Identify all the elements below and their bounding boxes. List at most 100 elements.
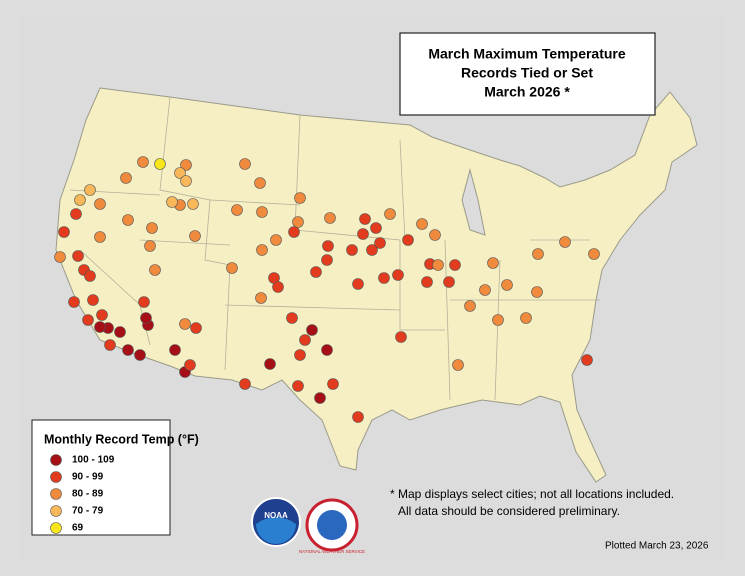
footnote: All data should be considered preliminar… (398, 504, 620, 518)
city-dot (421, 276, 433, 288)
title-line: March 2026 * (484, 84, 570, 100)
legend-label: 100 - 109 (72, 455, 115, 466)
city-dot (239, 378, 251, 390)
city-dot (68, 296, 80, 308)
city-dot (286, 312, 298, 324)
city-dot (559, 236, 571, 248)
city-dot (104, 339, 116, 351)
city-dot (321, 254, 333, 266)
city-dot (134, 349, 146, 361)
city-dot (180, 175, 192, 187)
legend-swatch (50, 454, 62, 466)
noaa-wave (256, 517, 296, 544)
city-dot (137, 156, 149, 168)
city-dot (359, 213, 371, 225)
city-dot (226, 262, 238, 274)
city-dot (96, 309, 108, 321)
city-dot (487, 257, 499, 269)
city-dot (384, 208, 396, 220)
city-dot (189, 230, 201, 242)
city-dot (352, 411, 364, 423)
city-dot (94, 198, 106, 210)
city-dot (327, 378, 339, 390)
city-dot (84, 184, 96, 196)
city-dot (256, 244, 268, 256)
city-dot (294, 349, 306, 361)
state-borders (69, 96, 600, 401)
city-dot (392, 269, 404, 281)
city-dot (179, 318, 191, 330)
city-dot (449, 259, 461, 271)
city-dot (87, 294, 99, 306)
city-dot (288, 226, 300, 238)
city-dot (464, 300, 476, 312)
city-dot (520, 312, 532, 324)
legend-label: 70 - 79 (72, 506, 104, 517)
city-dot (532, 248, 544, 260)
city-dot (122, 344, 134, 356)
legend-items: 100 - 109 90 - 99 80 - 89 70 - 79 69 (50, 454, 115, 534)
city-dot (452, 359, 464, 371)
lake-michigan (461, 168, 486, 236)
us-land (55, 87, 698, 483)
city-dot (292, 380, 304, 392)
city-dot (321, 344, 333, 356)
city-dot (84, 270, 96, 282)
city-dot (581, 354, 593, 366)
city-dot (264, 358, 276, 370)
legend-label: 69 (72, 523, 84, 534)
noaa-label: NOAA (264, 511, 288, 520)
city-dot (272, 281, 284, 293)
title-line: March Maximum Temperature (428, 46, 626, 62)
city-dot (501, 279, 513, 291)
city-dot (120, 172, 132, 184)
city-dot (72, 250, 84, 262)
city-dot (531, 286, 543, 298)
city-dot (357, 228, 369, 240)
legend-swatch (50, 505, 62, 517)
city-dot (94, 231, 106, 243)
city-dot (239, 158, 251, 170)
title-box (399, 32, 656, 116)
city-dot (370, 222, 382, 234)
city-dot (184, 359, 196, 371)
city-dot (310, 266, 322, 278)
city-dot (443, 276, 455, 288)
city-dot (146, 222, 158, 234)
legend-swatch (50, 471, 62, 483)
title-line: Records Tied or Set (461, 65, 593, 81)
city-dot (254, 177, 266, 189)
city-dot (74, 194, 86, 206)
city-dot (479, 284, 491, 296)
city-dot (122, 214, 134, 226)
city-dot (416, 218, 428, 230)
city-dot (395, 331, 407, 343)
city-dot (255, 292, 267, 304)
city-dot (306, 324, 318, 336)
city-dot (138, 296, 150, 308)
city-dot (54, 251, 66, 263)
city-dot (402, 234, 414, 246)
legend-label: 80 - 89 (72, 489, 104, 500)
legend-swatch (50, 522, 62, 534)
city-records (54, 156, 600, 423)
footnote: * Map displays select cities; not all lo… (390, 487, 674, 501)
legend-label: 90 - 99 (72, 472, 104, 483)
plotted-date: Plotted March 23, 2026 (605, 541, 709, 552)
city-dot (299, 334, 311, 346)
city-dot (82, 314, 94, 326)
city-dot (154, 158, 166, 170)
city-dot (231, 204, 243, 216)
city-dot (294, 192, 306, 204)
city-dot (256, 206, 268, 218)
city-dot (140, 312, 152, 324)
nws-label: NATIONAL WEATHER SERVICE (299, 549, 365, 554)
city-dot (378, 272, 390, 284)
city-dot (187, 198, 199, 210)
city-dot (314, 392, 326, 404)
city-dot (58, 226, 70, 238)
city-dot (588, 248, 600, 260)
city-dot (149, 264, 161, 276)
city-dot (169, 344, 181, 356)
city-dot (270, 234, 282, 246)
